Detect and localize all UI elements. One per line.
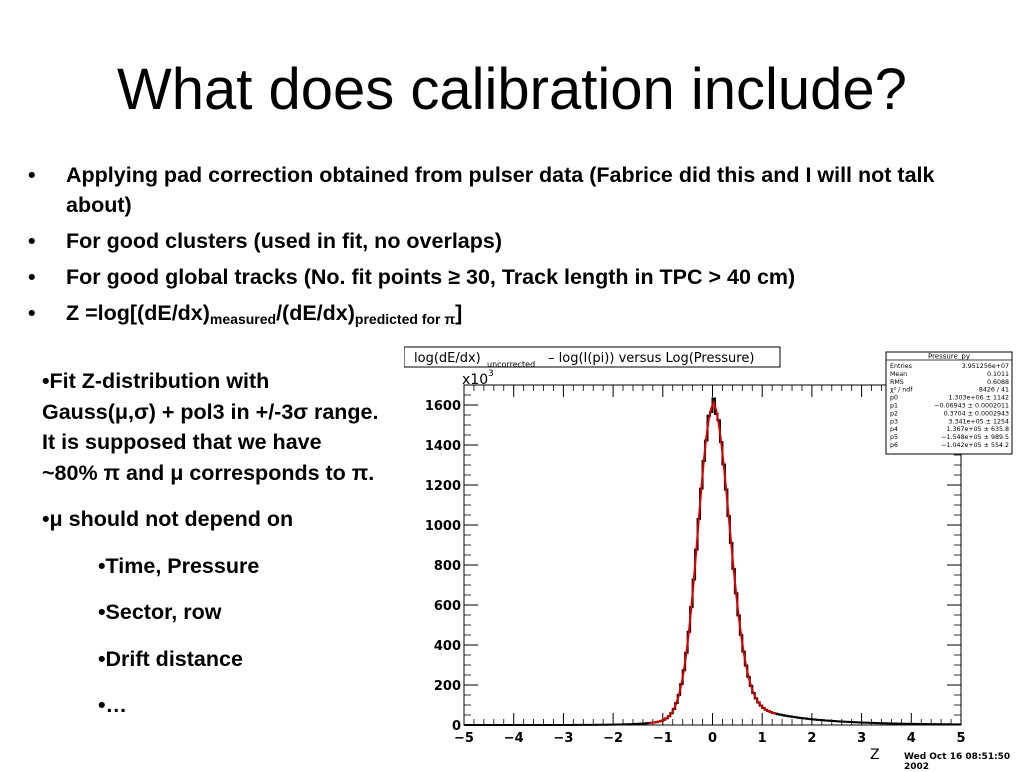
- main-bullet-list: • Applying pad correction obtained from p…: [28, 160, 978, 340]
- slide-title: What does calibration include?: [117, 57, 907, 122]
- stats-row-label: p4: [890, 426, 898, 433]
- x-tick-label: 2: [807, 731, 816, 746]
- stats-box: Pressure_py Entries 3.951256e+07 Mean 0.101…: [885, 351, 1013, 455]
- y-tick-label: 1600: [425, 399, 461, 414]
- stats-row-value: −1.548e+05 ± 989.5: [941, 434, 1009, 441]
- histogram-chart: log(dE/dx) uncorrected – log(I(pi)) vers…: [403, 346, 1013, 746]
- stats-row-value: 1.303e+06 ± 1142: [949, 395, 1010, 402]
- bullet-item: • For good global tracks (No. fit points …: [28, 265, 796, 289]
- stats-row-label: p3: [890, 418, 898, 425]
- x-tick-label: 3: [857, 731, 866, 746]
- plot-timestamp: Wed Oct 16 08:51:50 2002: [904, 752, 1011, 772]
- dependency-item: •Sector, row: [98, 600, 222, 624]
- y-multiplier: x10: [462, 372, 488, 388]
- bullet-item-z-definition: • Z =log[(dE/dx)measured/(dE/dx)predicted…: [28, 301, 463, 327]
- x-tick-label: −3: [553, 731, 573, 746]
- stats-row-value: 0.3704 ± 0.0002943: [944, 410, 1009, 417]
- stats-row-value: 8426 / 41: [979, 387, 1009, 394]
- stats-row-label: p0: [890, 395, 898, 402]
- stats-row-label: p1: [890, 403, 898, 410]
- chart-title-rest: – log(I(pi)) versus Log(Pressure): [548, 351, 754, 366]
- dependency-item: •…: [98, 693, 128, 717]
- stats-row-label: p2: [890, 410, 898, 417]
- y-axis: 0 200 400 600 800 1000 1200 1400 1600: [425, 384, 961, 734]
- x-tick-label: 5: [956, 731, 965, 746]
- bullet-item: • For good clusters (used in fit, no over…: [28, 229, 503, 253]
- stats-row-value: 3.341e+05 ± 1254: [949, 418, 1010, 425]
- stats-row-label: χ² / ndf: [890, 387, 913, 394]
- stats-row-value: 0.6088: [987, 379, 1009, 386]
- x-tick-label: 4: [907, 731, 916, 746]
- stats-row-value: 1.367e+05 ± 635.8: [947, 426, 1010, 433]
- stats-row-label: p5: [890, 434, 898, 441]
- fit-curve: [649, 399, 777, 725]
- chart-title-sub: uncorrected: [487, 360, 535, 369]
- x-tick-label: −1: [653, 731, 673, 746]
- y-tick-label: 1000: [425, 519, 461, 534]
- y-multiplier-exp: 3: [488, 369, 494, 379]
- histogram-outline: [464, 397, 961, 726]
- y-tick-label: 400: [434, 639, 461, 654]
- stats-row-value: −0.06943 ± 0.0002011: [934, 403, 1009, 410]
- x-axis-label: Z: [870, 747, 880, 763]
- dependency-heading: •μ should not depend on: [42, 507, 294, 531]
- dependency-item: •Drift distance: [98, 646, 243, 671]
- y-tick-label: 200: [434, 679, 461, 694]
- fit-paragraph: •Fit Z-distribution with Gauss(μ,σ) + po…: [42, 369, 379, 485]
- x-tick-label: 0: [708, 731, 717, 746]
- stats-row-label: Entries: [890, 363, 912, 370]
- dependency-item: •Time, Pressure: [98, 553, 260, 578]
- y-tick-label: 600: [434, 599, 461, 614]
- chart-title-main: log(dE/dx): [414, 351, 481, 366]
- stats-row-label: RMS: [890, 379, 904, 386]
- y-tick-label: 1200: [425, 479, 461, 494]
- chart-title-box: [403, 346, 781, 368]
- stats-row-label: p6: [890, 442, 898, 449]
- x-tick-label: 1: [758, 731, 767, 746]
- histogram-figure: log(dE/dx) uncorrected – log(I(pi)) vers…: [403, 346, 1019, 756]
- bullet-item: • Applying pad correction obtained from p…: [28, 163, 935, 217]
- stats-row-value: −1.042e+05 ± 554.2: [941, 442, 1009, 449]
- stats-row-value: 3.951256e+07: [962, 363, 1009, 370]
- y-tick-label: 1400: [425, 439, 461, 454]
- stats-header: Pressure_py: [928, 353, 970, 361]
- stats-row-value: 0.1011: [987, 371, 1009, 378]
- stats-box-frame: [885, 351, 1013, 455]
- y-tick-label: 0: [452, 719, 461, 734]
- stats-row-label: Mean: [890, 371, 907, 378]
- histogram-bars: [464, 397, 961, 726]
- x-tick-label: −2: [603, 731, 623, 746]
- y-tick-label: 800: [434, 559, 461, 574]
- x-tick-label: −4: [504, 731, 524, 746]
- x-tick-label: −5: [454, 731, 474, 746]
- fit-description: •Fit Z-distribution with Gauss(μ,σ) + po…: [42, 366, 382, 737]
